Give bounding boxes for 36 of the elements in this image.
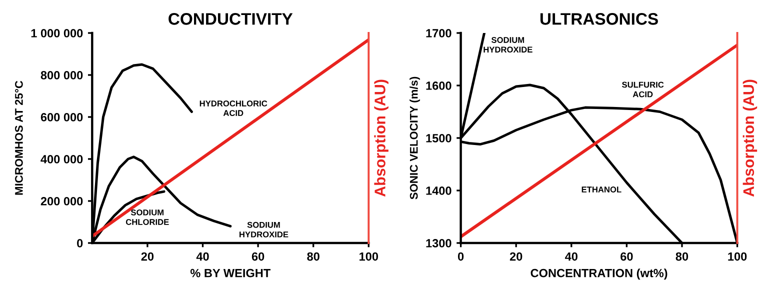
x-tick-label: 0 <box>458 252 464 261</box>
chart-title: CONDUCTIVITY <box>168 13 293 25</box>
x-axis-title: CONCENTRATION (wt%) <box>530 268 668 280</box>
y-tick-label: 1700 <box>426 29 452 38</box>
y-axis-title: SONIC VELOCITY (m/s) <box>410 76 420 200</box>
y-tick-label: 200 000 <box>40 197 83 206</box>
x-tick-label: 100 <box>360 252 378 261</box>
y-tick-label: 1300 <box>426 239 452 248</box>
x-tick-label: 80 <box>307 252 320 261</box>
y-tick-label: 800 000 <box>40 71 83 80</box>
y-tick-label: 0 <box>77 239 83 248</box>
chart-title: ULTRASONICS <box>540 13 658 25</box>
x-tick-label: 20 <box>141 252 154 261</box>
y-tick-label: 600 000 <box>40 113 83 122</box>
y2-axis-title: Absorption (AU) <box>374 80 388 197</box>
series-label: SODIUM HYDROXIDE <box>240 222 288 238</box>
x-tick-label: 40 <box>196 252 209 261</box>
y-tick-label: 400 000 <box>40 155 83 164</box>
x-tick-label: 100 <box>728 252 747 261</box>
y-tick-label: 1400 <box>426 186 452 195</box>
y-tick-label: 1 000 000 <box>31 29 83 38</box>
series-label: SODIUM HYDROXIDE <box>484 37 532 53</box>
y-tick-label: 1500 <box>426 134 452 142</box>
series-label: SULFURIC ACID <box>622 82 664 98</box>
x-tick-label: 20 <box>510 252 522 261</box>
y2-axis-title: Absorption (AU) <box>742 80 758 197</box>
x-tick-label: 80 <box>676 252 688 261</box>
y-tick-label: 1600 <box>426 82 452 90</box>
series-label: SODIUM CHLORIDE <box>126 209 169 225</box>
x-tick-label: 60 <box>252 252 264 261</box>
x-tick-label: 60 <box>620 252 633 261</box>
x-tick-label: 40 <box>565 252 578 261</box>
series-label: ETHANOL <box>582 186 622 192</box>
series-label: HYDROCHLORIC ACID <box>200 100 268 116</box>
x-axis-title: % BY WEIGHT <box>190 268 271 278</box>
y-axis-title: MICROMHOS AT 25°C <box>15 80 23 195</box>
